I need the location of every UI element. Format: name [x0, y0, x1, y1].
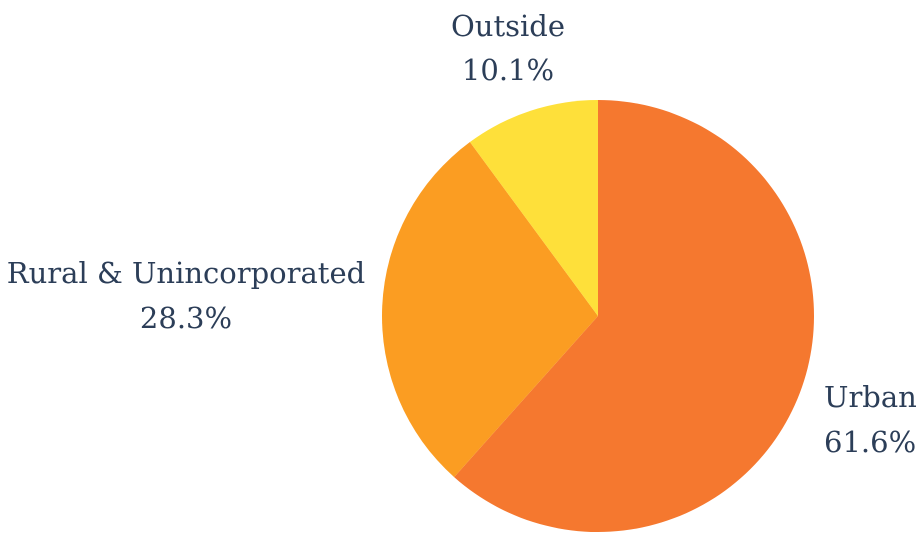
pie-slice-urban — [454, 100, 815, 532]
slice-value-urban: 61.6% — [824, 425, 916, 459]
slice-label-outside: Outside — [451, 9, 565, 43]
slice-label-urban: Urban — [824, 380, 917, 414]
pie-slice-outside — [469, 100, 598, 316]
slice-label-rural-unincorporated: Rural & Unincorporated — [7, 256, 365, 290]
pie-slice-rural-unincorporated — [381, 142, 598, 478]
slice-value-rural-unincorporated: 28.3% — [140, 301, 232, 335]
slice-value-outside: 10.1% — [462, 53, 554, 87]
